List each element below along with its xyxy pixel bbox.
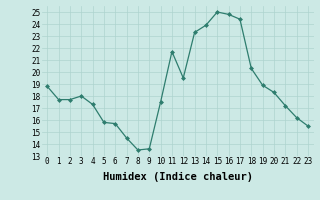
- X-axis label: Humidex (Indice chaleur): Humidex (Indice chaleur): [103, 172, 252, 182]
